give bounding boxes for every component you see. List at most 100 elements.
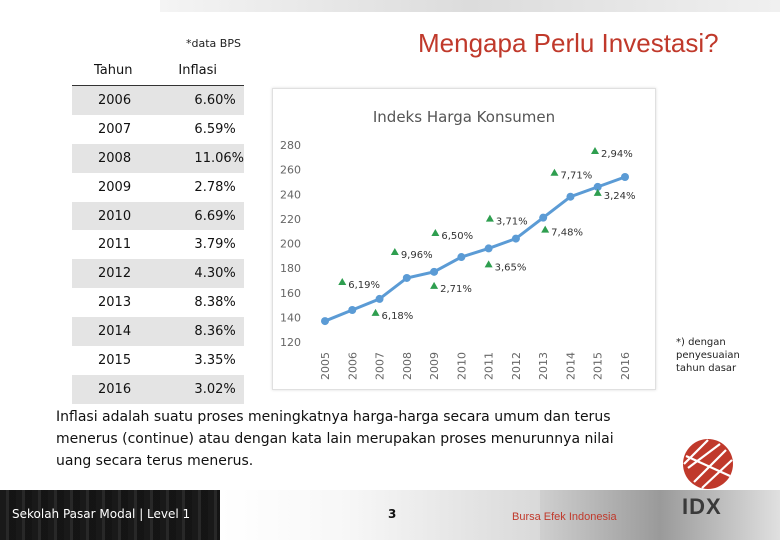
inflation-up-marker (338, 277, 347, 285)
data-point (402, 273, 411, 282)
y-tick-label: 180 (280, 262, 301, 275)
inflation-data-label: 2,71% (440, 284, 472, 295)
y-tick-label: 160 (280, 287, 301, 300)
x-tick-label: 2012 (510, 352, 523, 380)
x-tick-label: 2011 (483, 352, 496, 380)
cell-inflation: 3.79% (194, 237, 236, 253)
inflation-table: Tahun Inflasi 2006 6.60% 2007 6.59% 2008 11.0… (72, 55, 244, 404)
cpi-chart-svg: Indeks Harga Konsumen 120 140 160 180 200 220 2… (280, 108, 636, 380)
footer-org-name: Bursa Efek Indonesia (512, 511, 617, 523)
data-point (566, 192, 575, 201)
cell-year: 2009 (98, 179, 132, 195)
inflation-up-marker (431, 229, 440, 237)
chart-title: Indeks Harga Konsumen (373, 108, 555, 126)
cell-inflation: 11.06% (156, 143, 244, 173)
idx-logo-icon (683, 439, 733, 489)
data-point (484, 244, 493, 253)
inflation-data-label: 3,71% (496, 217, 528, 228)
x-tick-label: 2008 (401, 352, 414, 380)
footer-building-image (540, 490, 780, 540)
y-tick-label: 240 (280, 188, 301, 201)
source-note: *data BPS (186, 37, 241, 50)
table-row: 2007 6.59% (72, 115, 244, 144)
inflation-up-marker (541, 225, 550, 233)
inflation-definition: Inflasi adalah suatu proses meningkatnya… (56, 409, 614, 469)
footnote: *) dengan penyesuaian tahun dasar (676, 337, 740, 374)
inflation-data-label: 2,94% (601, 149, 633, 160)
inflation-data-label: 7,48% (551, 228, 583, 239)
x-tick-label: 2006 (346, 352, 359, 380)
data-point (457, 253, 466, 262)
cell-inflation: 4.30% (156, 259, 244, 289)
table-row: 2006 6.60% (72, 85, 244, 115)
inflation-data-label: 9,96% (401, 250, 433, 261)
cell-inflation: 6.69% (156, 201, 244, 231)
data-point (321, 317, 329, 326)
cell-inflation: 6.59% (194, 121, 236, 137)
table-row: 2015 3.35% (72, 346, 244, 375)
table-row: 2008 11.06% (72, 143, 244, 173)
inflation-up-marker (390, 247, 399, 255)
y-tick-label: 280 (280, 139, 301, 152)
footer-course-banner: Sekolah Pasar Modal | Level 1 (0, 490, 220, 540)
cell-year: 2010 (72, 201, 157, 231)
cell-year: 2015 (98, 352, 132, 368)
y-tick-label: 220 (280, 213, 301, 226)
x-tick-label: 2013 (537, 352, 550, 380)
data-point (511, 234, 520, 243)
y-tick-label: 140 (280, 311, 301, 324)
data-point (621, 173, 629, 182)
cell-inflation: 3.35% (194, 352, 236, 368)
x-tick-label: 2009 (428, 352, 441, 380)
inflation-data-label: 6,50% (441, 231, 473, 242)
table-row: 2009 2.78% (72, 173, 244, 202)
data-point (430, 267, 439, 276)
table-row: 2012 4.30% (72, 259, 244, 289)
cell-inflation: 8.38% (194, 295, 236, 311)
slide-title: Mengapa Perlu Investasi? (418, 28, 719, 58)
table-row: 2011 3.79% (72, 230, 244, 259)
footer-crowd-image (0, 490, 220, 540)
idx-logo-text: IDX (682, 494, 722, 519)
inflation-up-marker (430, 281, 439, 289)
data-point (375, 294, 384, 303)
table-row: 2013 8.38% (72, 288, 244, 317)
x-tick-label: 2007 (374, 352, 387, 380)
cell-year: 2011 (98, 237, 132, 253)
inflation-up-marker (484, 260, 493, 268)
cell-year: 2013 (98, 295, 132, 311)
inflation-up-marker (550, 168, 559, 176)
cpi-series-line (324, 175, 626, 323)
data-point (348, 305, 357, 314)
inflation-up-marker (593, 188, 602, 196)
table-row: 2014 8.36% (72, 317, 244, 347)
y-tick-label: 200 (280, 238, 301, 251)
cell-inflation: 2.78% (194, 179, 236, 195)
header-year: Tahun (72, 55, 157, 86)
table-row: 2010 6.69% (72, 201, 244, 231)
cpi-chart: Indeks Harga Konsumen 120 140 160 180 200 220 2… (272, 88, 656, 390)
cell-year: 2016 (72, 374, 157, 404)
cell-inflation: 8.36% (156, 317, 244, 347)
footer-middle-band (220, 490, 540, 540)
data-point (539, 213, 548, 222)
inflation-data-label: 6,18% (382, 311, 414, 322)
table-header-row: Tahun Inflasi (72, 55, 244, 86)
x-tick-label: 2014 (564, 352, 577, 380)
cell-inflation: 6.60% (156, 85, 244, 115)
page-number: 3 (388, 507, 397, 521)
x-tick-label: 2015 (592, 352, 605, 380)
inflation-data-label: 7,71% (560, 171, 592, 182)
y-tick-label: 260 (280, 164, 301, 177)
cell-year: 2008 (72, 143, 157, 173)
cell-year: 2006 (72, 85, 157, 115)
inflation-up-marker (485, 214, 494, 222)
footer-course-label: Sekolah Pasar Modal | Level 1 (12, 507, 191, 521)
cell-year: 2007 (98, 121, 132, 137)
cell-year: 2012 (72, 259, 157, 289)
cell-inflation: 3.02% (156, 374, 244, 404)
inflation-data-label: 3,24% (604, 191, 636, 202)
x-tick-label: 2016 (619, 352, 632, 380)
inflation-up-marker (371, 308, 380, 316)
data-point (593, 182, 602, 191)
